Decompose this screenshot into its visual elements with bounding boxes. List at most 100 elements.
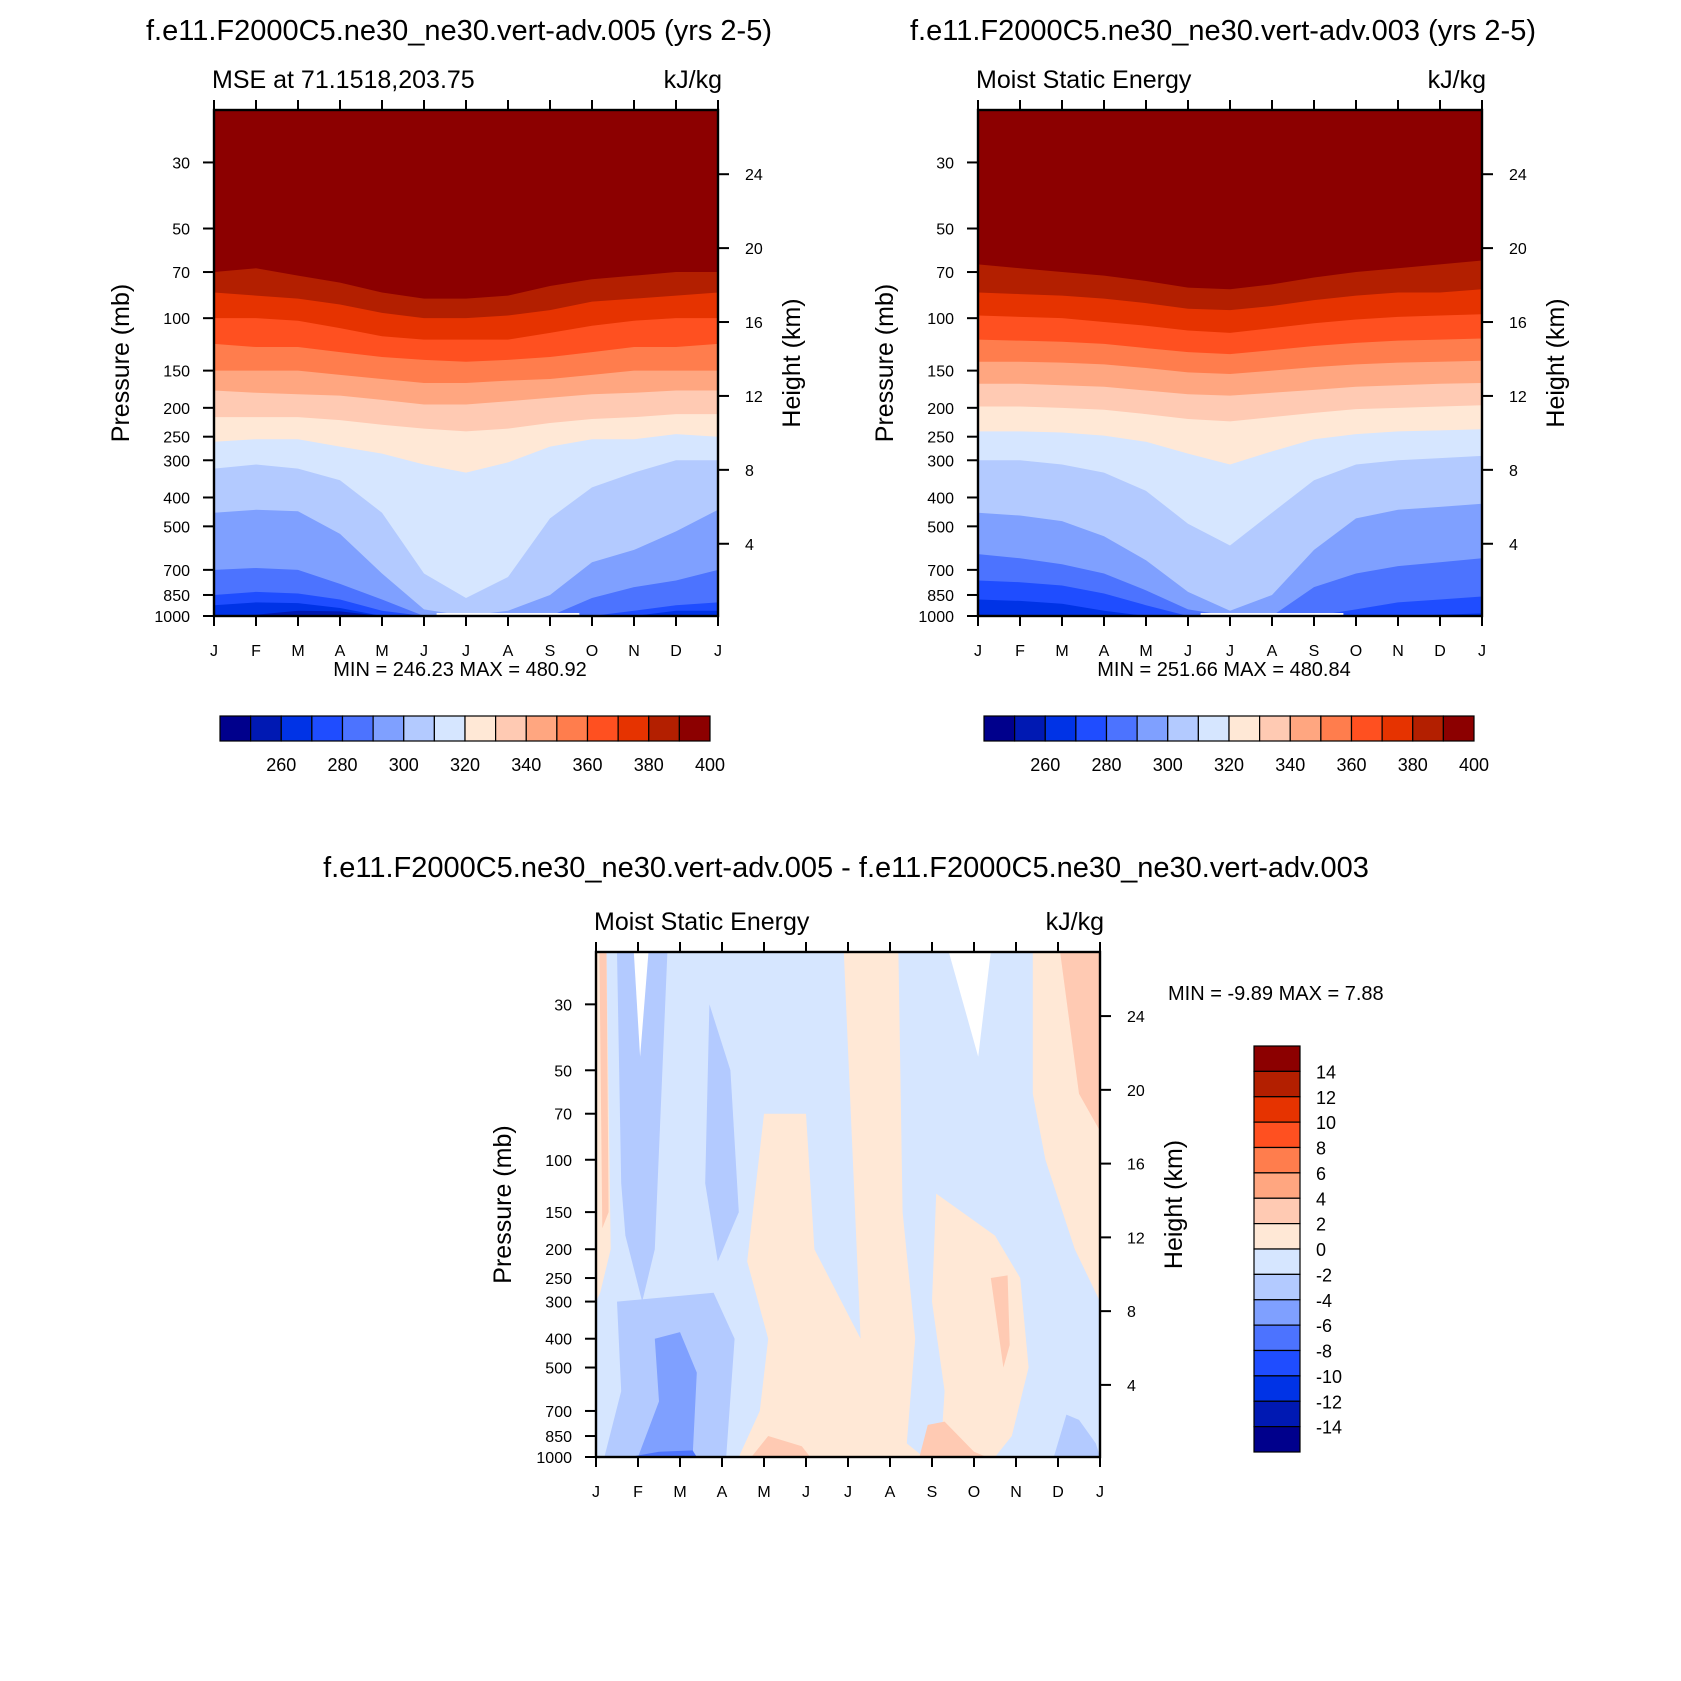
contour-band-270	[978, 599, 1482, 616]
y-tick-label: 400	[545, 1332, 572, 1349]
colorbar-swatch	[1253, 1426, 1301, 1453]
colorbar-swatch	[1381, 715, 1414, 742]
x-tick-label: M	[375, 643, 388, 660]
colorbar-swatch	[525, 715, 558, 742]
colorbar-swatch	[1105, 715, 1138, 742]
y-tick-label: 1000	[918, 609, 954, 626]
units-label: kJ/kg	[1428, 66, 1486, 94]
y-axis-label: Pressure (mb)	[107, 284, 135, 442]
diff-region-5	[1060, 952, 1100, 1131]
y2-tick-label: 4	[745, 537, 754, 554]
diff-region-10	[617, 952, 668, 1302]
x-tick-label: M	[1139, 643, 1152, 660]
y-tick-label: 50	[554, 1063, 572, 1080]
x-tick-label: F	[251, 643, 261, 660]
colorbar-label: 260	[266, 755, 296, 775]
left-string: Moist Static Energy	[976, 66, 1192, 94]
y-tick-label: 70	[936, 265, 954, 282]
y2-tick-label: 8	[1127, 1304, 1136, 1321]
y-tick-label: 200	[927, 401, 954, 418]
y-tick-label: 100	[163, 311, 190, 328]
colorbar-swatch	[495, 715, 527, 742]
diff-region-8	[919, 1421, 987, 1457]
x-tick-label: O	[586, 643, 598, 660]
colorbar-label: 260	[1030, 755, 1060, 775]
y-tick-label: 700	[163, 563, 190, 580]
y-tick-label: 70	[172, 265, 190, 282]
colorbar-label: -2	[1316, 1265, 1332, 1285]
y-tick-label: 1000	[154, 609, 190, 626]
y-tick-label: 500	[927, 519, 954, 536]
y-tick-label: 500	[163, 519, 190, 536]
y-tick-label: 50	[936, 222, 954, 239]
x-tick-label: S	[545, 643, 556, 660]
colorbar-swatch	[1289, 715, 1322, 742]
colorbar-label: 400	[1459, 755, 1489, 775]
colorbar-label: 0	[1316, 1240, 1326, 1260]
colorbar-label: -4	[1316, 1291, 1332, 1311]
y2-tick-label: 4	[1509, 537, 1518, 554]
units-label: kJ/kg	[664, 66, 722, 94]
y-tick-label: 150	[927, 364, 954, 381]
colorbar-swatch	[1228, 715, 1261, 742]
min-max-stats: MIN = 246.23 MAX = 480.92	[333, 659, 587, 681]
colorbar-swatch	[1320, 715, 1353, 742]
y2-tick-label: 16	[1127, 1157, 1145, 1174]
colorbar-label: 4	[1316, 1189, 1326, 1209]
x-tick-label: F	[1015, 643, 1025, 660]
y2-tick-label: 16	[1509, 315, 1527, 332]
y-tick-label: 100	[927, 311, 954, 328]
colorbar-swatch	[617, 715, 650, 742]
y2-tick-label: 24	[745, 167, 763, 184]
colorbar-swatch	[1075, 715, 1108, 742]
y2-tick-label: 12	[1127, 1230, 1145, 1247]
y-tick-label: 300	[927, 453, 954, 470]
y-tick-label: 850	[545, 1429, 572, 1446]
colorbar: 260 280 300 320 340 360 380 400	[983, 715, 1489, 775]
diff-region-14	[638, 1332, 697, 1457]
colorbar-swatch	[678, 715, 711, 742]
colorbar-swatch	[1253, 1121, 1301, 1149]
y2-tick-label: 20	[1127, 1083, 1145, 1100]
y-tick-label: 300	[545, 1295, 572, 1312]
x-tick-label: J	[802, 1484, 810, 1501]
colorbar-label: 380	[1398, 755, 1428, 775]
y2-tick-label: 8	[1509, 463, 1518, 480]
colorbar-label: 10	[1316, 1113, 1336, 1133]
min-max-stats: MIN = 251.66 MAX = 480.84	[1097, 659, 1351, 681]
x-tick-label: M	[291, 643, 304, 660]
x-tick-label: A	[885, 1484, 896, 1501]
colorbar-swatch	[1350, 715, 1383, 742]
y-tick-label: 200	[545, 1242, 572, 1259]
y-tick-label: 300	[163, 453, 190, 470]
x-tick-label: A	[717, 1484, 728, 1501]
colorbar-swatch	[1253, 1375, 1301, 1402]
x-tick-label: J	[974, 643, 982, 660]
diff-region-17	[633, 952, 649, 1057]
x-tick-label: A	[335, 643, 346, 660]
diff-region-7	[751, 1436, 811, 1457]
y-axis-label: Pressure (mb)	[871, 284, 899, 442]
x-tick-label: S	[927, 1484, 938, 1501]
x-tick-label: J	[462, 643, 470, 660]
panel-mse-run003: J F M A M J J A S O N D J 30 50 70 100 150 200 250 300 400 500…	[871, 66, 1570, 775]
x-tick-label: J	[592, 1484, 600, 1501]
colorbar-swatch	[311, 715, 344, 742]
colorbar-swatch	[280, 715, 313, 742]
colorbar-swatch	[586, 715, 619, 742]
y2-tick-label: 12	[745, 389, 763, 406]
colorbar-swatch	[1014, 715, 1046, 742]
x-tick-label: F	[633, 1484, 643, 1501]
colorbar-label: 14	[1316, 1062, 1336, 1082]
colorbar-swatch	[1253, 1349, 1301, 1377]
x-tick-label: N	[628, 643, 640, 660]
colorbar-label: 300	[389, 755, 419, 775]
x-tick-label: D	[670, 643, 682, 660]
colorbar-label: 340	[1275, 755, 1305, 775]
y-axis-label: Pressure (mb)	[489, 1125, 517, 1283]
colorbar-swatch	[1136, 715, 1169, 742]
contour-fill-group	[596, 952, 1100, 1457]
colorbar-swatch	[1197, 715, 1230, 742]
y-tick-label: 400	[927, 490, 954, 507]
colorbar-label: 2	[1316, 1215, 1326, 1235]
